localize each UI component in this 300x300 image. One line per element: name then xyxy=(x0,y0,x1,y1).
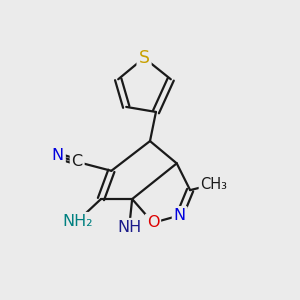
Text: NH: NH xyxy=(117,220,141,235)
Text: N: N xyxy=(52,148,64,164)
Text: O: O xyxy=(147,215,159,230)
Text: S: S xyxy=(139,49,150,67)
Text: CH₃: CH₃ xyxy=(200,177,227,192)
Text: C: C xyxy=(72,154,83,169)
Text: NH₂: NH₂ xyxy=(62,214,92,229)
Text: N: N xyxy=(174,208,186,223)
